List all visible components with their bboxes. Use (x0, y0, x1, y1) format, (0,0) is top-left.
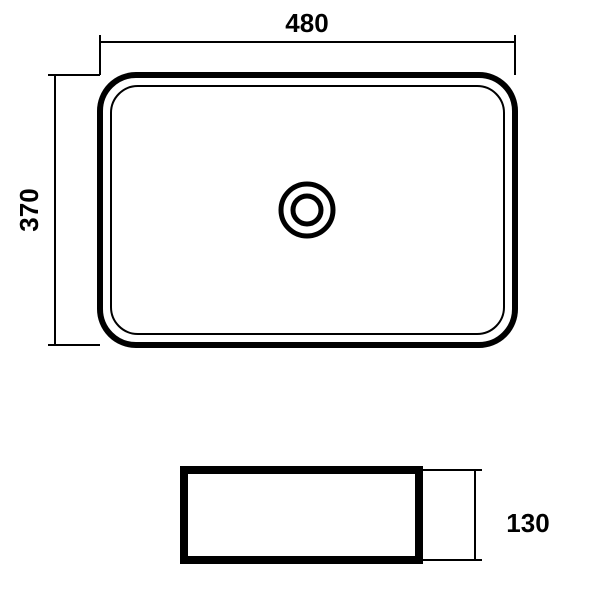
basin-outer (100, 75, 515, 345)
dim-height-label: 370 (14, 188, 44, 231)
side-view (184, 470, 419, 560)
dim-depth: 130 (419, 470, 550, 560)
dim-depth-label: 130 (506, 508, 549, 538)
top-view (100, 75, 515, 345)
dim-width-label: 480 (285, 8, 328, 38)
dim-height: 370 (14, 75, 100, 345)
basin-inner (111, 86, 504, 334)
drain-inner-icon (293, 196, 321, 224)
technical-drawing: 480 370 130 (0, 0, 600, 600)
drain-outer-icon (281, 184, 333, 236)
dim-width: 480 (100, 8, 515, 75)
